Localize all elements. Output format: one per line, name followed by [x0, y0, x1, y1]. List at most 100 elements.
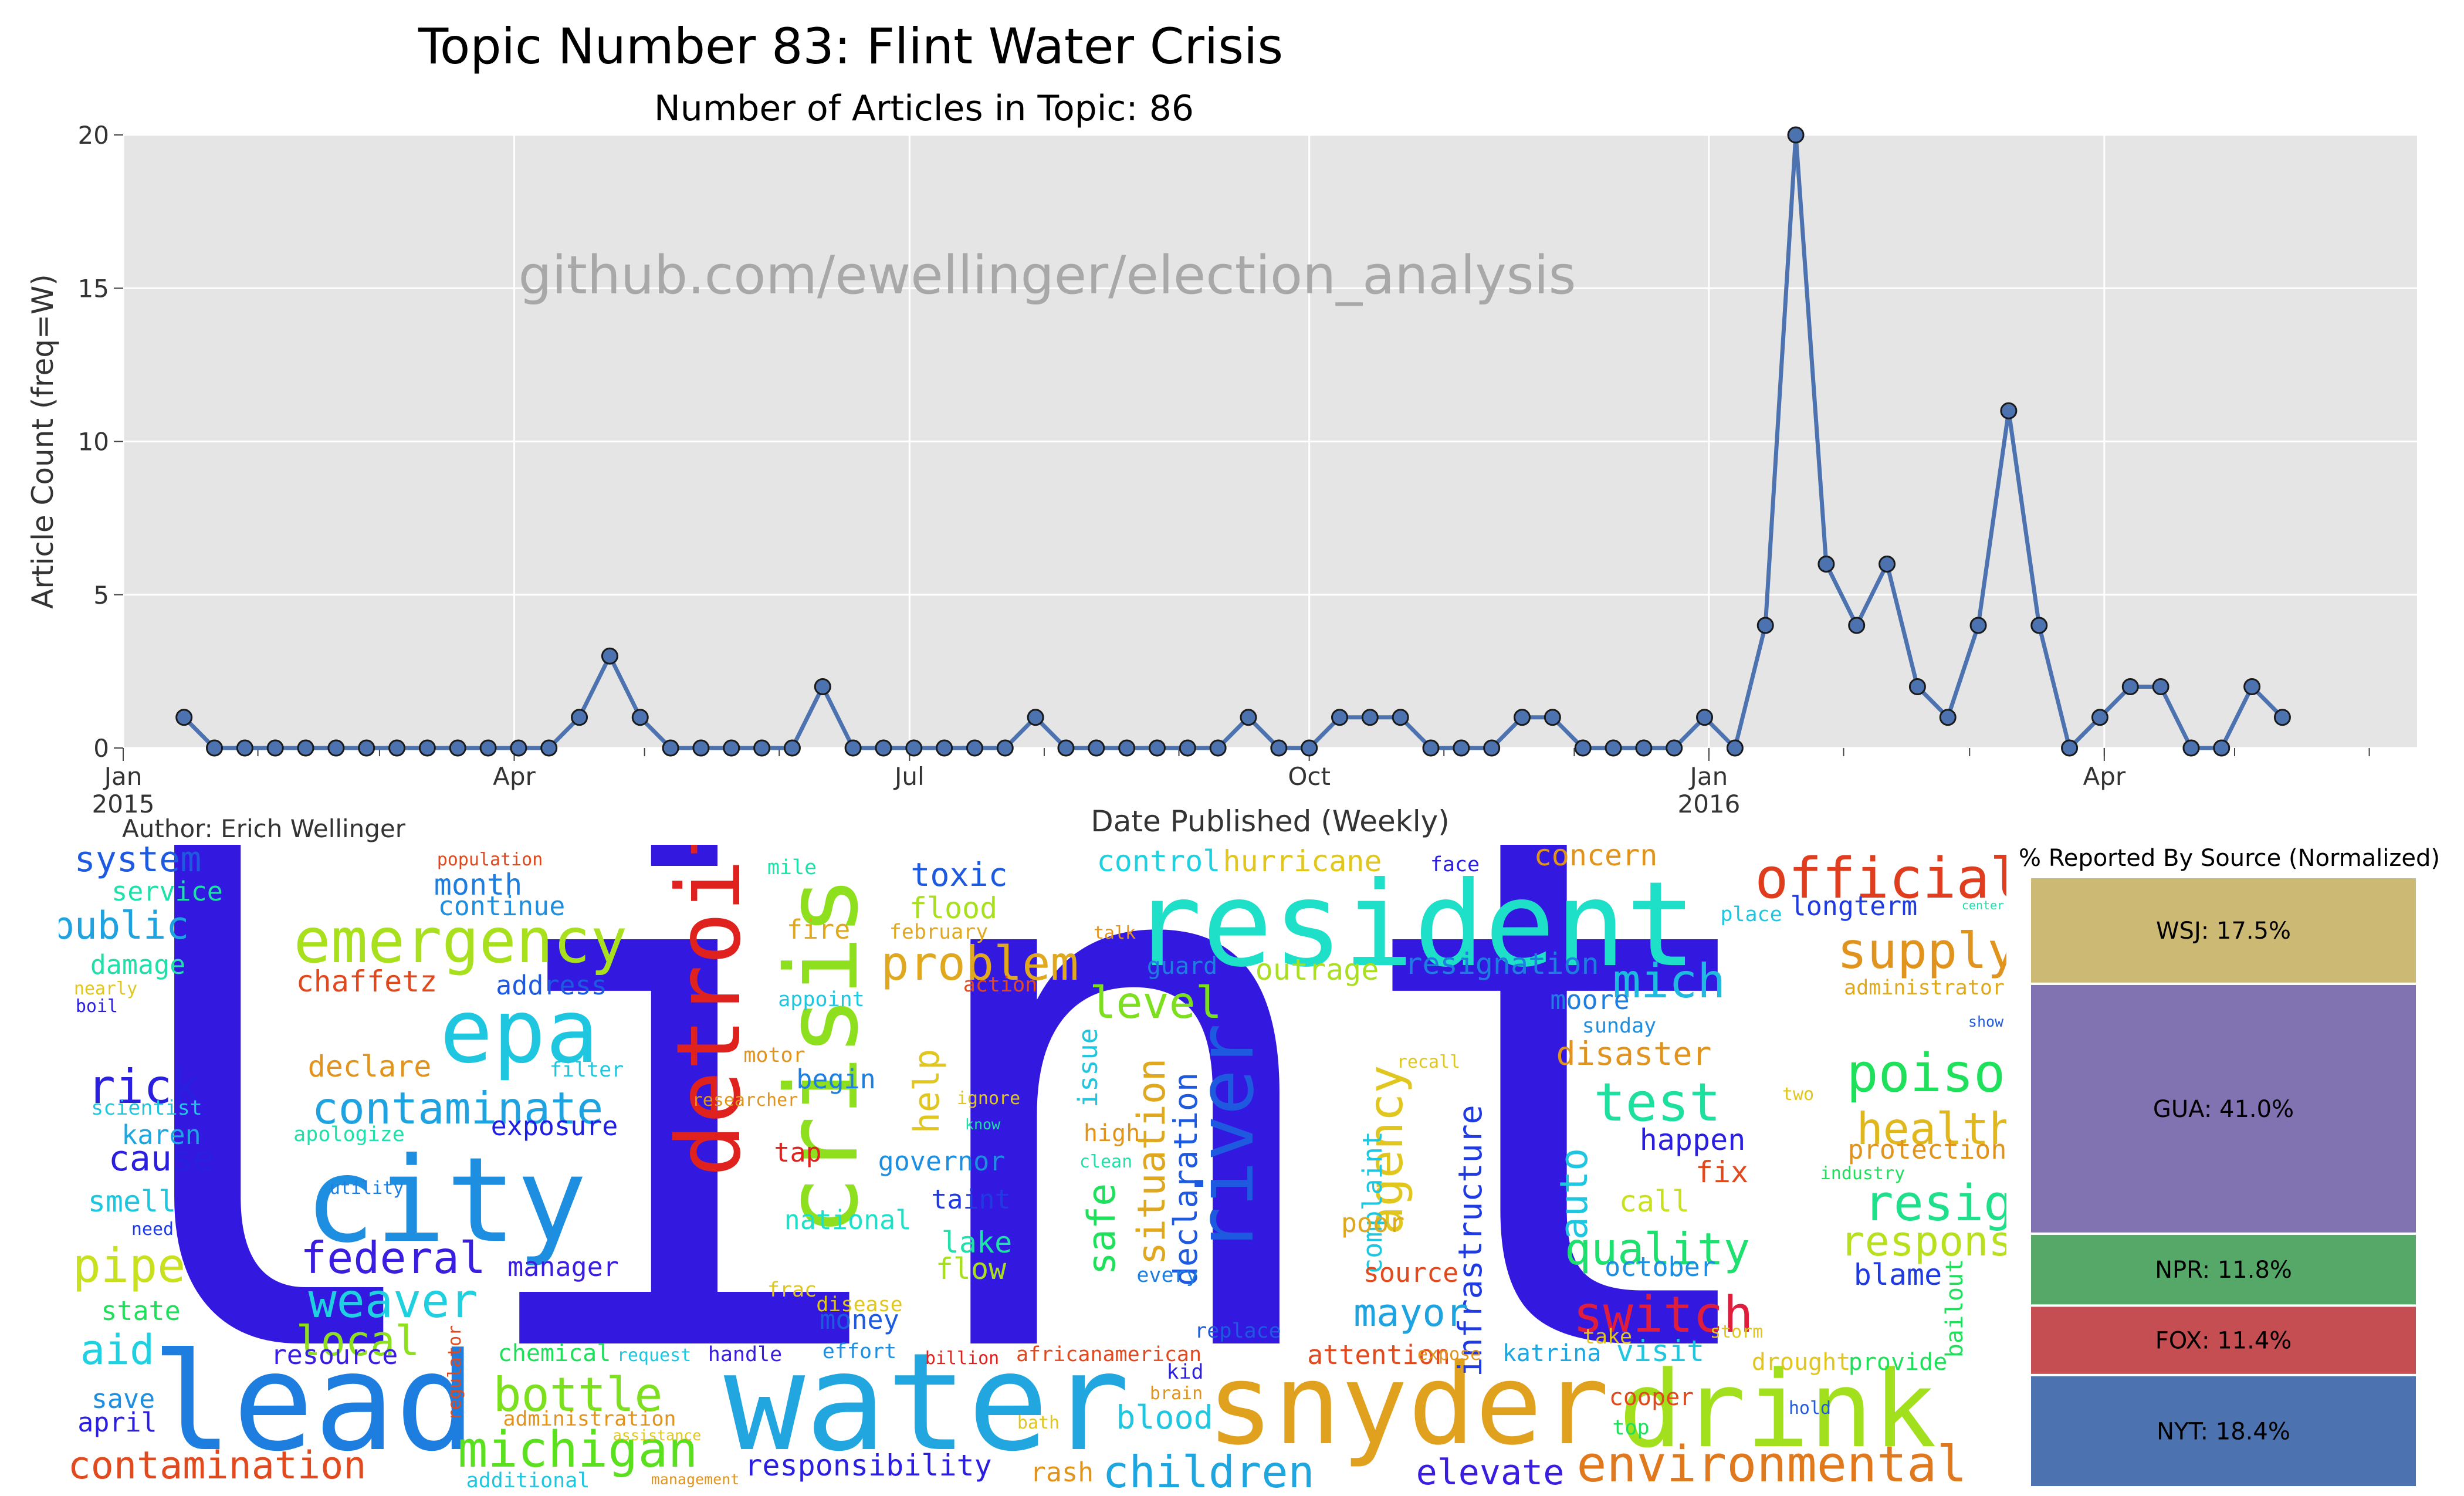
- cloud-word: talk: [1094, 923, 1136, 943]
- data-point: [1756, 617, 1774, 634]
- cloud-word: children: [1102, 1446, 1314, 1496]
- cloud-word: attention: [1307, 1339, 1450, 1370]
- data-point: [2000, 402, 2018, 419]
- x-tick-label: Jan: [1688, 762, 1728, 791]
- cloud-word: michigan: [458, 1421, 698, 1479]
- data-point: [236, 739, 253, 757]
- cloud-word: manager: [507, 1251, 619, 1282]
- data-point: [571, 709, 588, 726]
- cloud-word: local: [296, 1317, 420, 1365]
- data-point: [2213, 739, 2231, 757]
- data-point: [1908, 678, 1926, 695]
- cloud-word: blame: [1854, 1258, 1942, 1292]
- cloud-word: issue: [1072, 1028, 1104, 1107]
- cloud-word: federal: [300, 1232, 486, 1284]
- cloud-word: high: [1084, 1120, 1140, 1147]
- data-point: [510, 739, 527, 757]
- cloud-word: flow: [936, 1252, 1007, 1286]
- chart-title: Topic Number 83: Flint Water Crisis: [418, 18, 1284, 75]
- watermark: github.com/ewellinger/election_analysis: [518, 245, 1576, 306]
- data-point: [1666, 739, 1683, 757]
- cloud-word: october: [1605, 1251, 1716, 1282]
- cloud-word: karen: [121, 1119, 201, 1150]
- cloud-word: begin: [796, 1064, 875, 1095]
- cloud-word: two: [1782, 1084, 1814, 1105]
- x-tick-label: Oct: [1288, 762, 1331, 791]
- data-point: [2121, 678, 2139, 695]
- cloud-word: moore: [1550, 984, 1629, 1016]
- cloud-word: state: [101, 1295, 180, 1326]
- cloud-word: supply: [1837, 922, 2006, 980]
- data-point: [875, 739, 892, 757]
- cloud-word: pipe: [73, 1238, 186, 1293]
- cloud-word: disease: [816, 1293, 903, 1316]
- cloud-word: address: [496, 970, 607, 1001]
- cloud-word: tap: [774, 1137, 821, 1168]
- cloud-word: complaint: [1357, 1131, 1388, 1274]
- y-tick-label: 10: [78, 428, 109, 456]
- data-point: [1787, 126, 1805, 144]
- cloud-word: frac: [767, 1278, 817, 1302]
- x-axis-label: Date Published (Weekly): [1091, 804, 1450, 838]
- cloud-word: replace: [1194, 1319, 1281, 1343]
- data-point: [723, 739, 740, 757]
- cloud-word: governor: [878, 1146, 1006, 1177]
- chart-subtitle: Number of Articles in Topic: 86: [654, 88, 1194, 129]
- data-point: [2061, 739, 2079, 757]
- data-point: [692, 739, 710, 757]
- data-point: [2030, 617, 2048, 634]
- cloud-word: mayor: [1353, 1291, 1468, 1335]
- data-point: [1027, 709, 1044, 726]
- cloud-word: protection: [1848, 1134, 2006, 1165]
- cloud-word: money: [820, 1304, 899, 1335]
- cloud-word: declare: [308, 1050, 432, 1084]
- data-point: [601, 647, 618, 665]
- cloud-word: water: [724, 1325, 1130, 1481]
- cloud-word: problem: [881, 936, 1078, 991]
- y-tick-label: 20: [78, 121, 109, 150]
- cloud-word: apologize: [293, 1123, 405, 1146]
- cloud-word: mich: [1613, 954, 1726, 1008]
- cloud-word: national: [784, 1204, 912, 1236]
- cloud-word: health: [1857, 1103, 2006, 1155]
- cloud-word: official: [1755, 847, 2006, 911]
- cloud-word: weaver: [309, 1274, 478, 1328]
- cloud-word: request: [617, 1345, 691, 1366]
- cloud-word: responsibility: [744, 1448, 991, 1483]
- cloud-word: regulator: [445, 1325, 465, 1421]
- cloud-word: population: [437, 849, 543, 870]
- x-tick-label: Apr: [2083, 762, 2125, 791]
- data-point: [1301, 739, 1318, 757]
- cloud-word: agency: [1359, 1065, 1413, 1235]
- cloud-word: crisis: [764, 876, 881, 1236]
- data-point: [327, 739, 345, 757]
- cloud-word: resident: [1131, 857, 1696, 993]
- cloud-word: storm: [1710, 1322, 1763, 1342]
- cloud-word: expose: [1417, 1344, 1481, 1365]
- cloud-word: toxic: [911, 856, 1008, 893]
- cloud-word: outrage: [1255, 953, 1379, 987]
- cloud-word: resignation: [1404, 947, 1599, 981]
- cloud-word: public: [59, 904, 189, 948]
- data-point: [1969, 617, 1987, 634]
- cloud-word: cooper: [1609, 1384, 1694, 1411]
- cloud-word: motor: [743, 1044, 805, 1067]
- cloud-word: save: [92, 1383, 155, 1414]
- cloud-word: utility: [330, 1178, 404, 1199]
- source-segment: [2030, 1304, 2417, 1376]
- cloud-word: top: [1612, 1416, 1649, 1440]
- source-segment-label: FOX: 11.4%: [2155, 1328, 2292, 1355]
- cloud-word: fix: [1695, 1155, 1748, 1189]
- cloud-word: recall: [1397, 1052, 1460, 1072]
- cloud-word: rash: [1030, 1457, 1094, 1488]
- cloud-word: africanamerican: [1016, 1343, 1201, 1366]
- data-point: [1635, 739, 1653, 757]
- cloud-word: call: [1619, 1184, 1690, 1219]
- cloud-word: response: [1840, 1217, 2006, 1265]
- x-tick-sublabel: 2016: [1677, 790, 1740, 818]
- cloud-word: auto: [1552, 1148, 1596, 1240]
- data-point: [2152, 678, 2169, 695]
- source-segment: [2030, 1232, 2417, 1307]
- data-point: [1879, 556, 1896, 573]
